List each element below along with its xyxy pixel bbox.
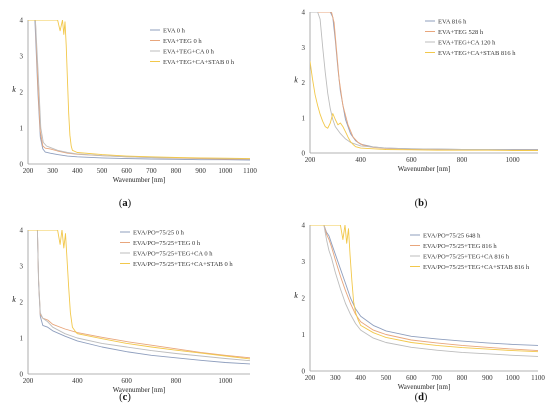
x-tick-label: 400 (355, 374, 366, 382)
series-line-2 (28, 230, 250, 359)
legend-entry: EVA+TEG+CA+STAB 0 h (163, 59, 235, 66)
x-tick-label: 400 (72, 167, 83, 175)
y-tick-label: 3 (20, 53, 24, 61)
legend-entry: EVA 816 h (438, 18, 467, 25)
x-tick-label: 1000 (218, 167, 233, 175)
y-axis-label: k (12, 85, 16, 94)
x-tick-label: 600 (406, 374, 417, 382)
x-axis-label: Wavenumber [nm] (113, 176, 166, 184)
x-tick-label: 300 (47, 167, 58, 175)
x-tick-label: 800 (457, 156, 468, 164)
x-tick-label: 900 (195, 167, 206, 175)
y-tick-label: 3 (302, 258, 306, 266)
panel-caption: (a) (119, 198, 132, 209)
x-tick-label: 400 (72, 377, 83, 385)
y-tick-label: 2 (302, 79, 306, 87)
series-line-3 (28, 20, 250, 160)
y-axis-label: k (294, 76, 298, 85)
x-tick-label: 1000 (506, 374, 521, 382)
y-tick-label: 3 (20, 263, 24, 271)
y-tick-label: 4 (302, 222, 306, 230)
series-line-4 (28, 230, 250, 360)
series-line-3 (310, 12, 538, 151)
x-tick-label: 200 (23, 377, 34, 385)
y-tick-label: 1 (20, 125, 24, 133)
y-tick-label: 2 (302, 295, 306, 303)
series-line-4 (28, 20, 250, 160)
x-tick-label: 200 (305, 374, 316, 382)
y-axis-label: k (12, 295, 16, 304)
panel-caption: (b) (415, 198, 428, 209)
legend-entry: EVA/PO=75/25+TEG+CA 0 h (133, 250, 213, 257)
x-tick-label: 800 (171, 167, 182, 175)
series-line-3 (310, 225, 538, 357)
y-tick-label: 2 (20, 89, 24, 97)
y-tick-label: 4 (302, 9, 306, 17)
x-axis-label: Wavenumber [nm] (113, 386, 166, 394)
x-tick-label: 300 (330, 374, 341, 382)
y-tick-label: 0 (302, 368, 306, 376)
y-tick-label: 1 (302, 114, 306, 122)
panel-caption: (c) (119, 392, 131, 403)
legend-entry: EVA/PO=75/25 648 h (423, 232, 481, 239)
legend-entry: EVA/PO=75/25+TEG+CA+STAB 816 h (423, 264, 530, 271)
series-line-4 (310, 61, 538, 151)
x-tick-label: 400 (355, 156, 366, 164)
panel-b: 0 1 2 3 4 200 400 600 800 1000 Wavenumber [nm] k EVA… (294, 9, 538, 209)
panel-d: 0 1 2 3 4 200 300 400 500 600 700 800 900 1000 1100 Wav… (294, 222, 545, 404)
x-tick-label: 200 (305, 156, 316, 164)
x-tick-label: 500 (97, 167, 108, 175)
x-tick-label: 600 (406, 156, 417, 164)
series-line-4 (310, 225, 538, 353)
y-tick-label: 0 (20, 161, 24, 169)
series-line-3 (28, 230, 250, 362)
y-tick-label: 2 (20, 299, 24, 307)
y-tick-label: 0 (302, 150, 306, 158)
x-tick-label: 1000 (506, 156, 521, 164)
x-tick-label: 200 (23, 167, 34, 175)
y-tick-label: 1 (20, 335, 24, 343)
legend-entry: EVA+TEG 0 h (163, 38, 202, 45)
legend-entry: EVA/PO=75/25+TEG 0 h (133, 240, 201, 247)
y-tick-label: 4 (20, 17, 24, 25)
x-axis-label: Wavenumber [nm] (398, 383, 451, 391)
panel-caption: (d) (415, 392, 428, 403)
legend-entry: EVA/PO=75/25+TEG+CA+STAB 0 h (133, 261, 233, 268)
legend-entry: EVA/PO=75/25 0 h (133, 229, 185, 236)
x-axis-label: Wavenumber [nm] (398, 165, 451, 173)
x-tick-label: 700 (431, 374, 442, 382)
legend-entry: EVA+TEG+CA+STAB 816 h (438, 50, 516, 57)
y-tick-label: 0 (20, 371, 24, 379)
panel-a: 0 1 2 3 4 200 300 400 500 600 700 800 900 1000 1100 Wav… (12, 17, 257, 210)
x-tick-label: 600 (121, 377, 132, 385)
series-line-2 (28, 20, 250, 160)
x-tick-label: 800 (171, 377, 182, 385)
y-axis-label: k (294, 291, 298, 300)
y-tick-label: 3 (302, 44, 306, 52)
panel-c: 0 1 2 3 4 200 400 600 800 1000 Wavenumber [nm] k EVA… (12, 227, 250, 403)
legend-entry: EVA+TEG 528 h (438, 29, 484, 36)
legend-entry: EVA+TEG+CA 0 h (163, 48, 215, 55)
x-tick-label: 900 (482, 374, 493, 382)
x-tick-label: 700 (146, 167, 157, 175)
x-tick-label: 800 (457, 374, 468, 382)
y-tick-label: 4 (20, 227, 24, 235)
legend-entry: EVA 0 h (163, 27, 186, 34)
y-tick-label: 1 (302, 331, 306, 339)
series-line-2 (310, 225, 538, 352)
series-line-1 (310, 225, 538, 346)
x-tick-label: 500 (381, 374, 392, 382)
legend-entry: EVA/PO=75/25+TEG 816 h (423, 243, 497, 250)
x-tick-label: 1100 (243, 167, 257, 175)
legend-entry: EVA+TEG+CA 120 h (438, 39, 496, 46)
x-tick-label: 1100 (531, 374, 545, 382)
x-tick-label: 1000 (218, 377, 233, 385)
legend-entry: EVA/PO=75/25+TEG+CA 816 h (423, 253, 510, 260)
series-line-1 (28, 20, 250, 161)
x-tick-label: 600 (121, 167, 132, 175)
